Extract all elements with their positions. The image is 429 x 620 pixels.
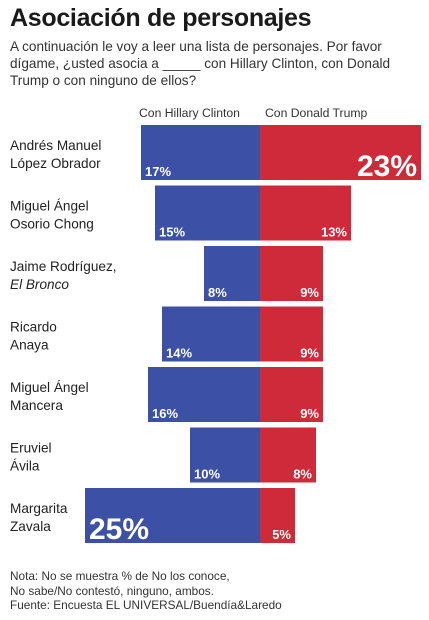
row-label: Jaime Rodríguez, [10,259,117,274]
row-label: Zavala [10,519,51,534]
bar-trump [260,427,316,483]
value-label-trump: 9% [300,346,319,361]
row-label: Osorio Chong [10,217,94,232]
row-label: Ávila [10,459,40,474]
legend-trump: Con Donald Trump [265,106,368,120]
value-label-clinton: 8% [208,285,227,300]
row-label: Ricardo [10,320,57,335]
chart-title: Asociación de personajes [10,4,312,32]
note-line: No sabe/No contestó, ninguno, ambos. [10,583,214,598]
row-label: El Bronco [10,277,69,292]
row-label: Miguel Ángel [10,199,89,214]
row-label: Anaya [10,338,49,353]
bar-clinton [162,306,260,362]
note-line: Nota: No se muestra % de No los conoce, [10,569,230,583]
bar-clinton [141,125,260,180]
value-label-clinton: 15% [159,225,185,240]
row-label: Andrés Manuel [10,138,101,153]
bar-clinton [155,185,260,241]
bar-clinton [148,367,260,422]
row-label: Miguel Ángel [10,380,89,395]
value-label-clinton: 14% [166,346,192,361]
value-label-clinton: 10% [194,467,220,482]
row-label: Eruviel [10,441,52,456]
row-label: Margarita [10,501,68,516]
bar-trump [260,185,351,241]
bar-trump [260,488,295,543]
value-label-clinton: 16% [152,406,178,421]
bar-trump [260,367,323,422]
bar-trump [260,246,323,301]
value-label-trump: 9% [300,406,319,421]
value-label-clinton: 17% [145,164,171,179]
value-label-clinton: 25% [89,513,149,546]
footnotes: Nota: No se muestra % de No los conoce, … [10,569,282,613]
value-label-trump: 8% [293,467,312,482]
value-label-trump: 13% [321,225,347,240]
value-label-trump: 9% [300,285,319,300]
source-line: Fuente: Encuesta EL UNIVERSAL/Buendía&La… [10,598,282,612]
bar-clinton [190,427,260,483]
bar-trump [260,306,323,362]
bar-trump [260,125,421,180]
row-label: López Obrador [10,156,101,171]
row-label: Mancera [10,398,63,413]
bar-clinton [204,246,260,301]
bar-clinton [85,488,260,543]
value-label-trump: 23% [357,150,417,183]
legend-clinton: Con Hillary Clinton [139,106,240,120]
value-label-trump: 5% [272,527,291,542]
survey-question: A continuación le voy a leer una lista d… [10,39,391,88]
